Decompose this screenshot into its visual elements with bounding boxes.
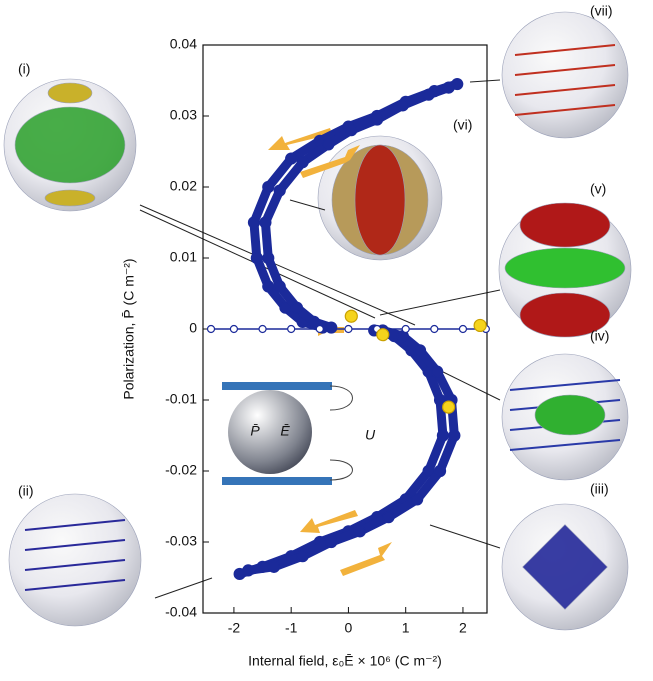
annotation: (ii) (18, 483, 34, 499)
data-point (273, 280, 286, 293)
data-point (442, 400, 456, 414)
annotation: (iv) (590, 328, 609, 344)
data-point (259, 216, 272, 229)
data-point (242, 564, 255, 577)
x-axis-label: Internal field, ε₀Ē × 10⁶ (C m⁻²) (248, 653, 442, 669)
x-tick-label: -2 (228, 620, 241, 636)
sweep-arrows (268, 128, 392, 576)
data-point (229, 324, 239, 334)
x-tick-label: 1 (402, 620, 410, 636)
annotation: (vi) (453, 117, 472, 133)
annotation: U (365, 427, 376, 443)
data-point (273, 184, 286, 197)
data-point (287, 324, 296, 334)
y-tick-label: -0.02 (165, 462, 197, 478)
x-tick-label: 2 (459, 620, 467, 636)
data-point (353, 525, 366, 538)
data-point (345, 124, 358, 137)
data-point (433, 464, 447, 478)
y-tick-label: 0.04 (170, 36, 197, 52)
data-point (262, 280, 275, 293)
data-point (322, 138, 335, 151)
annotation: (iii) (590, 481, 609, 497)
data-point (285, 152, 298, 165)
annotation: P̄ (250, 423, 260, 439)
pointer-lines (139, 79, 501, 599)
data-point (442, 81, 455, 94)
x-tick-label: 0 (345, 620, 353, 636)
y-tick-label: -0.03 (165, 533, 197, 549)
y-axis-label: Polarization, P̄ (C m⁻²) (121, 258, 137, 399)
data-point (262, 180, 275, 194)
capacitor (222, 382, 353, 485)
data-point (401, 324, 410, 334)
y-tick-label: 0.02 (170, 178, 197, 194)
data-point (325, 321, 338, 334)
data-point (473, 318, 487, 333)
y-tick-label: 0.03 (170, 107, 197, 123)
annotation: Ē (280, 423, 290, 439)
data-point (431, 365, 444, 378)
data-point (370, 113, 384, 126)
x-tick-label: -1 (285, 620, 298, 636)
data-point (436, 429, 450, 442)
data-point (458, 324, 468, 334)
annotation: (i) (18, 61, 30, 77)
data-point (296, 550, 309, 563)
data-point (382, 511, 395, 524)
data-point (262, 251, 275, 265)
data-point (376, 328, 390, 342)
data-point (258, 324, 267, 334)
data-point (344, 309, 358, 323)
data-point (307, 315, 321, 328)
insets (3, 11, 632, 631)
y-tick-label: -0.04 (165, 604, 197, 620)
y-tick-label: -0.01 (165, 391, 197, 407)
data-point (325, 535, 338, 549)
data-point (296, 156, 309, 169)
data-point (430, 324, 439, 334)
data-point (344, 324, 353, 334)
y-tick-label: 0.01 (170, 249, 197, 265)
data-point (247, 216, 261, 229)
data-point (250, 251, 263, 265)
data-point (206, 324, 216, 334)
data-point (413, 344, 427, 357)
annotation: (v) (590, 181, 606, 197)
data-point (315, 324, 324, 334)
data-point (448, 429, 461, 442)
data-point (411, 493, 424, 506)
data-point (396, 99, 409, 112)
data-point (422, 88, 435, 101)
data-point (267, 560, 281, 573)
annotation: (vii) (590, 3, 613, 19)
y-tick-label: 0 (189, 320, 197, 336)
data-point (290, 301, 304, 314)
